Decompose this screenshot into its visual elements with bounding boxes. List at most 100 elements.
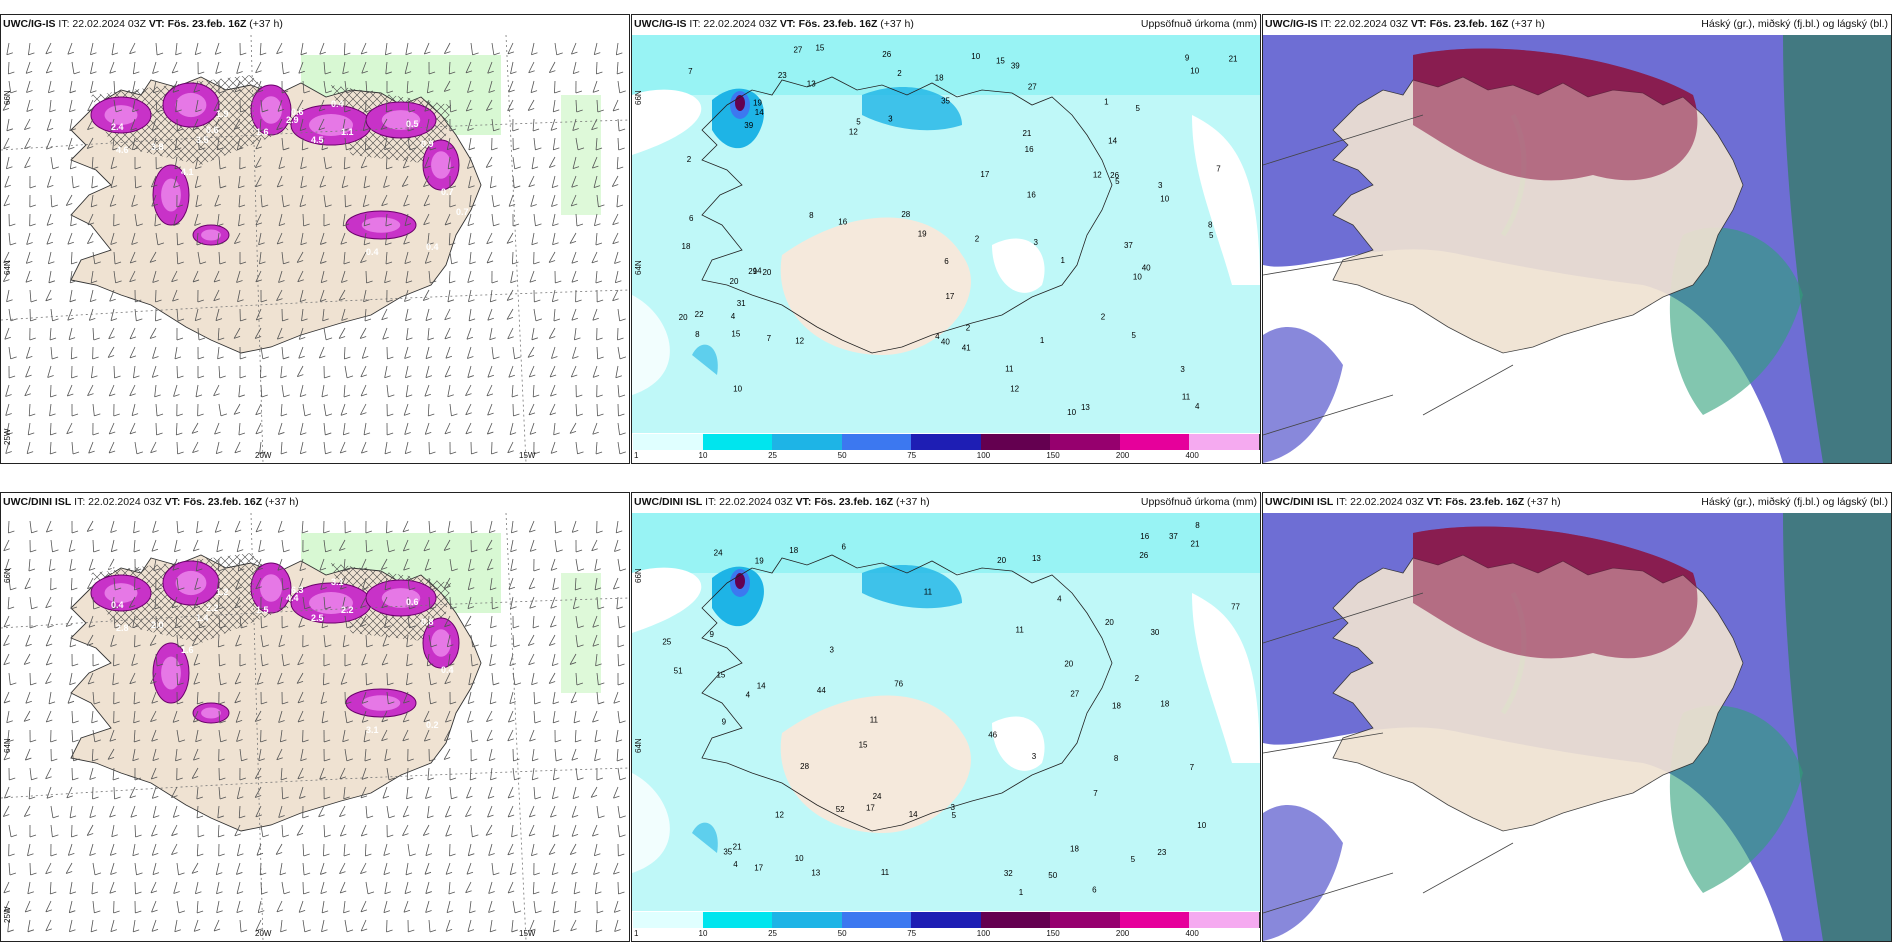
precip-label: 27 [793,46,802,55]
precip-label: 28 [901,210,910,219]
precip-label: 16 [1140,532,1149,541]
snow-label: 0.4 [426,242,439,252]
precip-label: 41 [962,343,971,352]
precip-label: 10 [1067,408,1076,417]
precip-label: 10 [733,384,742,393]
snow-label: 2.4 [111,122,124,132]
precip-label: 11 [924,588,933,597]
precip-label: 12 [775,810,784,819]
colorbar-swatch [1189,434,1260,450]
precip-label: 15 [815,44,824,53]
precip-label: 4 [1195,402,1200,411]
precip-label: 6 [944,257,949,266]
lon-label-15w: 15W [519,929,536,938]
lat-label-64: 64N [3,738,12,753]
precip-label: 2 [1101,312,1106,321]
snow-label: 1.4 [196,613,209,623]
precip-label: 2 [897,69,902,78]
precip-label: 7 [1216,165,1221,174]
precip-label: 1 [1104,98,1109,107]
precip-label: 15 [731,329,740,338]
wind-snow-map: 4.2 2.8 0.4 2.2 2.0 1.2 6.34.4 3.1 2.2 1.6 0.60.8 1… [1,513,629,941]
precip-label: 9 [1185,54,1190,63]
precip-label: 5 [1135,104,1140,113]
colorbar-swatch [772,434,843,450]
colorbar-swatch [911,912,982,928]
precip-label: 7 [1093,789,1098,798]
colorbar-swatch [772,912,843,928]
snow-label: 2.5 [311,613,324,623]
precip-label: 14 [909,810,918,819]
precip-label: 8 [809,211,814,220]
snow-label: 2.2 [341,605,354,615]
precip-label: 5 [1131,855,1136,864]
precip-label: 32 [1004,869,1013,878]
colorbar-swatch [841,912,913,928]
colorbar-swatch [1050,434,1121,450]
colorbar-label: 75 [907,929,917,938]
precip-label: 10 [795,854,804,863]
precip-label: 18 [1160,700,1169,709]
precip-label: 26 [1139,551,1148,560]
cloud-title: Háský (gr.), miðský (fj.bl.) og lágský (… [1701,18,1888,30]
colorbar-swatch [980,912,1052,928]
precip-label: 18 [682,242,691,251]
precip-label: 16 [838,218,847,227]
precip-label: 14 [753,267,762,276]
precip-label: 10 [1133,273,1142,282]
precip-label: 4 [1057,594,1062,603]
precip-label: 40 [1142,264,1151,273]
precip-label: 8 [1195,521,1200,530]
snow-label: 1.1 [341,127,354,137]
precip-label: 14 [755,108,764,117]
snow-label: 4.4 [286,593,299,603]
precip-label: 30 [1150,628,1159,637]
precip-label: 46 [988,731,997,740]
precip-label: 15 [859,741,868,750]
lon-label-20w: 20W [255,451,272,460]
snow-label: 2.9 [286,115,299,125]
colorbar-label: 150 [1046,451,1060,460]
lat-label-64: 64N [3,260,12,275]
precip-label: 10 [1190,66,1199,75]
snow-label: 0.4 [331,99,344,109]
precip-label: 3 [1032,752,1037,761]
lat-label-25w: 25W [3,906,12,923]
precip-label: 10 [971,52,980,61]
precip-label: 35 [723,847,732,856]
snow-label: 3.1 [331,577,344,587]
precip-label: 13 [811,869,820,878]
precip-label: 13 [1081,403,1090,412]
colorbar-label: 75 [907,451,917,460]
colorbar-swatch [1050,912,1121,928]
lat-label-64: 64N [634,738,643,753]
colorbar-swatch [633,434,704,450]
precip-label: 27 [1028,83,1037,92]
precip-label: 11 [1182,393,1191,402]
lat-label-66: 66N [634,568,643,583]
colorbar-label: 200 [1115,929,1130,938]
lat-label-64: 64N [634,260,643,275]
lat-label-66: 66N [3,568,12,583]
precip-label: 5 [1131,331,1136,340]
precip-label: 11 [1015,626,1024,635]
precip-label: 2 [687,155,692,164]
precip-colorbar: 1 10 25 50 75 100 150 200 400 [633,434,1260,462]
precip-label: 31 [737,299,746,308]
wind-snow-map-panel-bottom: UWC/DINI ISL IT: 22.02.2024 03Z VT: Fös.… [0,492,630,942]
precip-label: 15 [716,671,725,680]
precip-label: 17 [980,170,989,179]
snow-label: 1.5 [256,605,269,615]
precip-label: 7 [688,67,693,76]
precip-label: 5 [1115,177,1120,186]
cloud-map-panel-top: UWC/IG-IS IT: 22.02.2024 03Z VT: Fös. 23… [1262,14,1892,464]
precip-label: 9 [722,717,727,726]
snow-label: 0.5 [406,119,419,129]
precip-label: 11 [870,716,879,725]
precip-map-panel-top: UWC/IG-IS IT: 22.02.2024 03Z VT: Fös. 23… [631,14,1261,464]
colorbar-label: 10 [698,929,708,938]
snow-label: 0.7 [456,207,469,217]
cloud-map-panel-bottom: UWC/DINI ISL IT: 22.02.2024 03Z VT: Fös.… [1262,492,1892,942]
snow-label: 4.2 [101,565,114,575]
lat-label-66: 66N [634,90,643,105]
